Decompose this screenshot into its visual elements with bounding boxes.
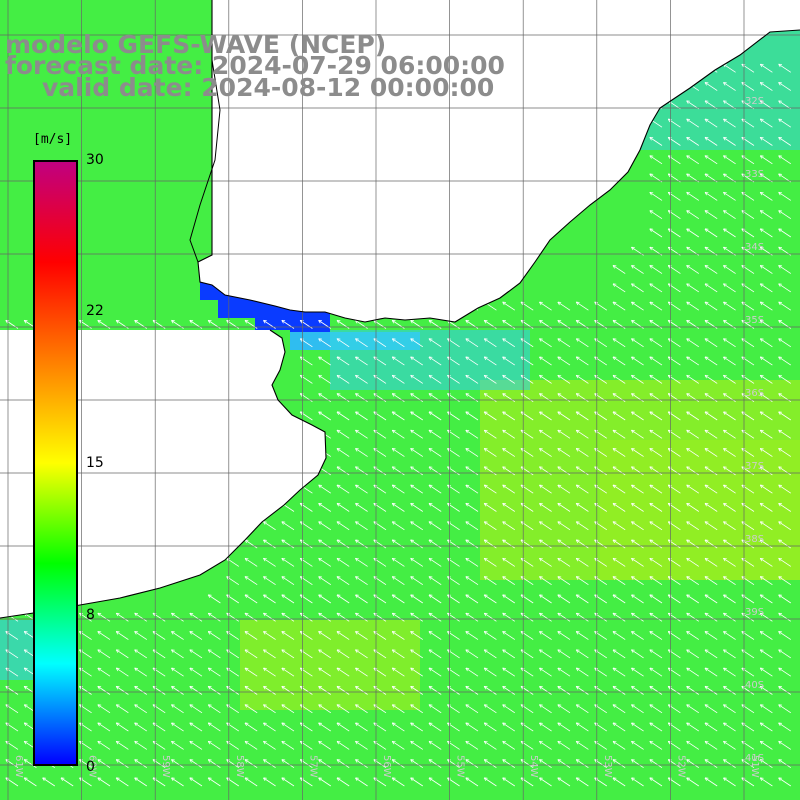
- coastline: [0, 0, 800, 619]
- colorbar-tick-15: 15: [86, 455, 104, 471]
- forecast-date: forecast date: 2024-07-29 06:00:00: [5, 51, 505, 80]
- lon-label: 53W: [602, 755, 613, 778]
- lat-label: 32S: [745, 96, 764, 107]
- lon-label: 59W: [160, 755, 171, 778]
- lat-label: 35S: [745, 315, 764, 326]
- colorbar-tick-30: 30: [86, 152, 104, 168]
- lat-label: 38S: [745, 534, 764, 545]
- lon-label: 56W: [381, 755, 392, 778]
- lon-label: 54W: [528, 755, 539, 778]
- lon-label: 55W: [455, 755, 466, 778]
- colorbar-unit-label: [m/s]: [33, 132, 73, 147]
- lon-label: 57W: [307, 755, 318, 778]
- lat-label: 39S: [745, 607, 764, 618]
- lon-label: 51W: [749, 755, 760, 778]
- lat-label: 41S: [745, 753, 764, 764]
- lon-label: 60W: [87, 755, 98, 778]
- lat-label: 40S: [745, 680, 764, 691]
- valid-date: valid date: 2024-08-12 00:00:00: [42, 73, 495, 102]
- colorbar: [33, 160, 78, 766]
- model-title: modelo GEFS-WAVE (NCEP): [5, 30, 387, 59]
- lat-label: 36S: [745, 388, 764, 399]
- lat-label: 34S: [745, 242, 764, 253]
- lon-label: 61W: [13, 755, 24, 778]
- colorbar-tick-22: 22: [86, 303, 104, 319]
- lon-label: 58W: [234, 755, 245, 778]
- graticule-labels: 61W 60W 59W 58W 57W 56W 55W 54W 53W 52W 51W 32S 33S 3…: [13, 96, 764, 778]
- lat-label: 37S: [745, 461, 764, 472]
- lon-label: 52W: [675, 755, 686, 778]
- colorbar-tick-8: 8: [86, 607, 95, 623]
- lat-label: 33S: [745, 169, 764, 180]
- colorbar-tick-0: 0: [86, 759, 95, 775]
